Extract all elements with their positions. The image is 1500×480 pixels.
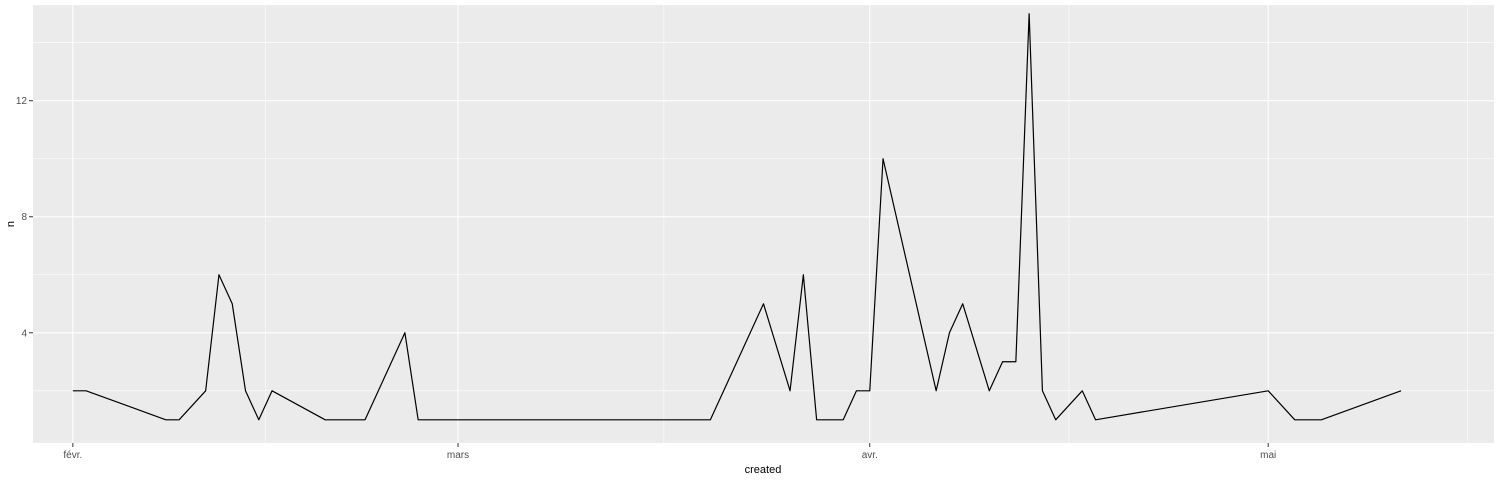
series-line xyxy=(72,13,1402,421)
minor-gridlines xyxy=(33,5,1494,443)
y-tick-label: 4 xyxy=(21,328,27,339)
x-tick-label: mai xyxy=(1260,450,1276,461)
y-axis-ticks: 4 8 12 xyxy=(16,96,33,339)
x-tick-label: févr. xyxy=(63,450,82,461)
y-tick-label: 8 xyxy=(21,212,27,223)
plot-panel xyxy=(33,5,1494,443)
major-gridlines xyxy=(33,5,1494,443)
y-axis-title: n xyxy=(5,221,17,227)
x-tick-label: mars xyxy=(447,450,469,461)
x-tick-label: avr. xyxy=(862,450,878,461)
y-tick-label: 12 xyxy=(16,96,28,107)
x-axis-ticks: févr. mars avr. mai xyxy=(63,443,1276,461)
x-axis-title: created xyxy=(745,464,782,476)
